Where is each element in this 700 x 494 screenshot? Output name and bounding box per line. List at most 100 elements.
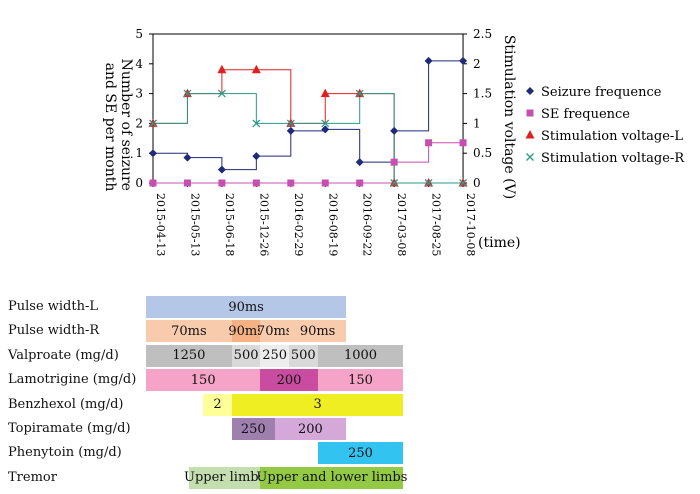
data-point <box>424 179 433 187</box>
y-right-tick-label: 0.5 <box>473 146 492 160</box>
timeline-segment: Upper and lower limbs <box>256 466 407 489</box>
timeline-segment: 500 <box>289 344 318 367</box>
series-line <box>153 60 464 171</box>
timeline-segment: 70ms <box>257 320 292 343</box>
timeline-row-label: Valproate (mg/d) <box>8 347 119 363</box>
x-tick-label: 2017-03-08 <box>395 193 408 256</box>
timeline-row-label: Lamotrigine (mg/d) <box>8 372 137 388</box>
timeline-row-label: Pulse width-R <box>8 323 100 339</box>
timeline-segment: 200 <box>274 418 347 440</box>
y-right-tick-label: 1.5 <box>473 87 492 101</box>
data-point <box>287 179 295 187</box>
y-left-tick-label: 5 <box>135 27 143 41</box>
y-right-tick-label: 1 <box>473 116 481 130</box>
series-line <box>153 69 464 184</box>
x-tick-label: 2015-05-13 <box>188 193 201 256</box>
timeline-segment: 3 <box>231 393 404 416</box>
data-point <box>390 126 399 135</box>
timeline-segment: 70ms <box>146 320 232 343</box>
x-tick-label: 2015-06-18 <box>223 193 236 256</box>
data-point <box>459 56 468 65</box>
y-left-tick-label: 1 <box>135 146 143 160</box>
timeline-segment: 150 <box>146 369 261 392</box>
data-point <box>390 179 399 187</box>
data-point <box>149 179 157 187</box>
x-axis-title: (time) <box>478 235 521 251</box>
data-point <box>321 119 330 128</box>
chart-axes <box>149 33 468 187</box>
timeline-segment: 1250 <box>146 344 232 367</box>
x-tick-label: 2016-02-29 <box>292 193 305 256</box>
timeline-segment: 500 <box>231 344 261 367</box>
data-point <box>251 64 261 74</box>
data-point <box>321 179 329 187</box>
timeline-segment: 150 <box>317 369 404 392</box>
data-point <box>321 125 330 134</box>
data-point <box>217 165 226 174</box>
data-point <box>149 149 157 158</box>
timeline-segment: 90ms <box>289 320 347 343</box>
timeline-row-label: Tremor <box>8 469 57 485</box>
legend-label: Stimulation voltage-L <box>541 129 683 144</box>
data-point <box>286 126 295 135</box>
legend-label: Stimulation voltage-R <box>541 151 685 166</box>
data-point <box>459 179 468 187</box>
timeline-segment: 250 <box>231 418 275 440</box>
data-point <box>425 139 433 147</box>
data-point <box>252 152 261 161</box>
x-tick-label: 2017-10-08 <box>464 193 477 256</box>
timeline-segment: 1000 <box>317 344 404 367</box>
x-tick-label: 2017-08-25 <box>430 193 443 256</box>
legend-marker <box>526 87 534 95</box>
timeline-row-label: Topiramate (mg/d) <box>8 421 131 436</box>
data-point <box>183 153 192 162</box>
timeline-segment: 2 <box>203 393 232 416</box>
y-left-title-line-2: and SE per month <box>102 63 118 192</box>
timeline-segment: 90ms <box>228 320 264 343</box>
data-point <box>252 179 260 187</box>
timeline-row-label: Pulse width-L <box>8 299 99 314</box>
x-tick-label: 2015-12-26 <box>257 193 270 256</box>
data-point <box>149 119 157 128</box>
y-left-title-line-1: Number of seizure <box>118 59 134 191</box>
series-line <box>153 93 464 184</box>
x-tick-label: 2015-04-13 <box>154 193 167 256</box>
y-right-tick-label: 2.5 <box>473 27 492 41</box>
y-left-tick-label: 4 <box>135 57 143 71</box>
chart-tick-labels: 0 1 2 3 4 5 0 0.5 1 1.5 2 2.5 2015-04-13 2015-05-13 20… <box>135 27 492 256</box>
data-point <box>286 119 295 128</box>
y-left-tick-label: 2 <box>135 116 143 130</box>
legend-label: SE frequence <box>541 107 630 122</box>
chart-markers <box>148 56 468 187</box>
data-point <box>355 89 364 98</box>
legend-marker <box>525 130 535 139</box>
data-point <box>218 179 226 187</box>
data-point <box>424 56 433 65</box>
x-tick-label: 2016-08-19 <box>326 193 339 256</box>
x-tick-label: 2016-09-22 <box>361 193 374 256</box>
timeline-segment: Upper limbs <box>184 466 265 489</box>
data-point <box>252 119 261 128</box>
data-point <box>217 64 227 74</box>
timeline-segment: 200 <box>260 369 318 392</box>
y-left-tick-label: 3 <box>135 87 143 101</box>
data-point <box>390 158 398 166</box>
y-right-tick-label: 0 <box>473 176 481 190</box>
y-left-tick-label: 0 <box>135 176 143 190</box>
legend-label: Seizure frequence <box>541 85 662 100</box>
timeline-row-label: Benzhexol (mg/d) <box>8 396 124 412</box>
timeline-segment: 90ms <box>146 296 347 318</box>
chart-legend: Seizure frequence SE frequence Stimulation… <box>525 85 685 166</box>
data-point <box>217 89 226 98</box>
series-line <box>153 142 464 184</box>
data-point <box>355 158 364 167</box>
timeline-row-label: Phenytoin (mg/d) <box>8 445 122 461</box>
y-left-axis-title: Number of seizure and SE per month <box>102 59 134 196</box>
data-point <box>459 139 467 147</box>
y-right-axis-title: Stimulation voltage (V) <box>501 35 517 199</box>
legend-marker <box>526 153 534 161</box>
chart-step-lines <box>153 60 464 184</box>
data-point <box>183 179 191 187</box>
legend-marker <box>526 109 534 117</box>
